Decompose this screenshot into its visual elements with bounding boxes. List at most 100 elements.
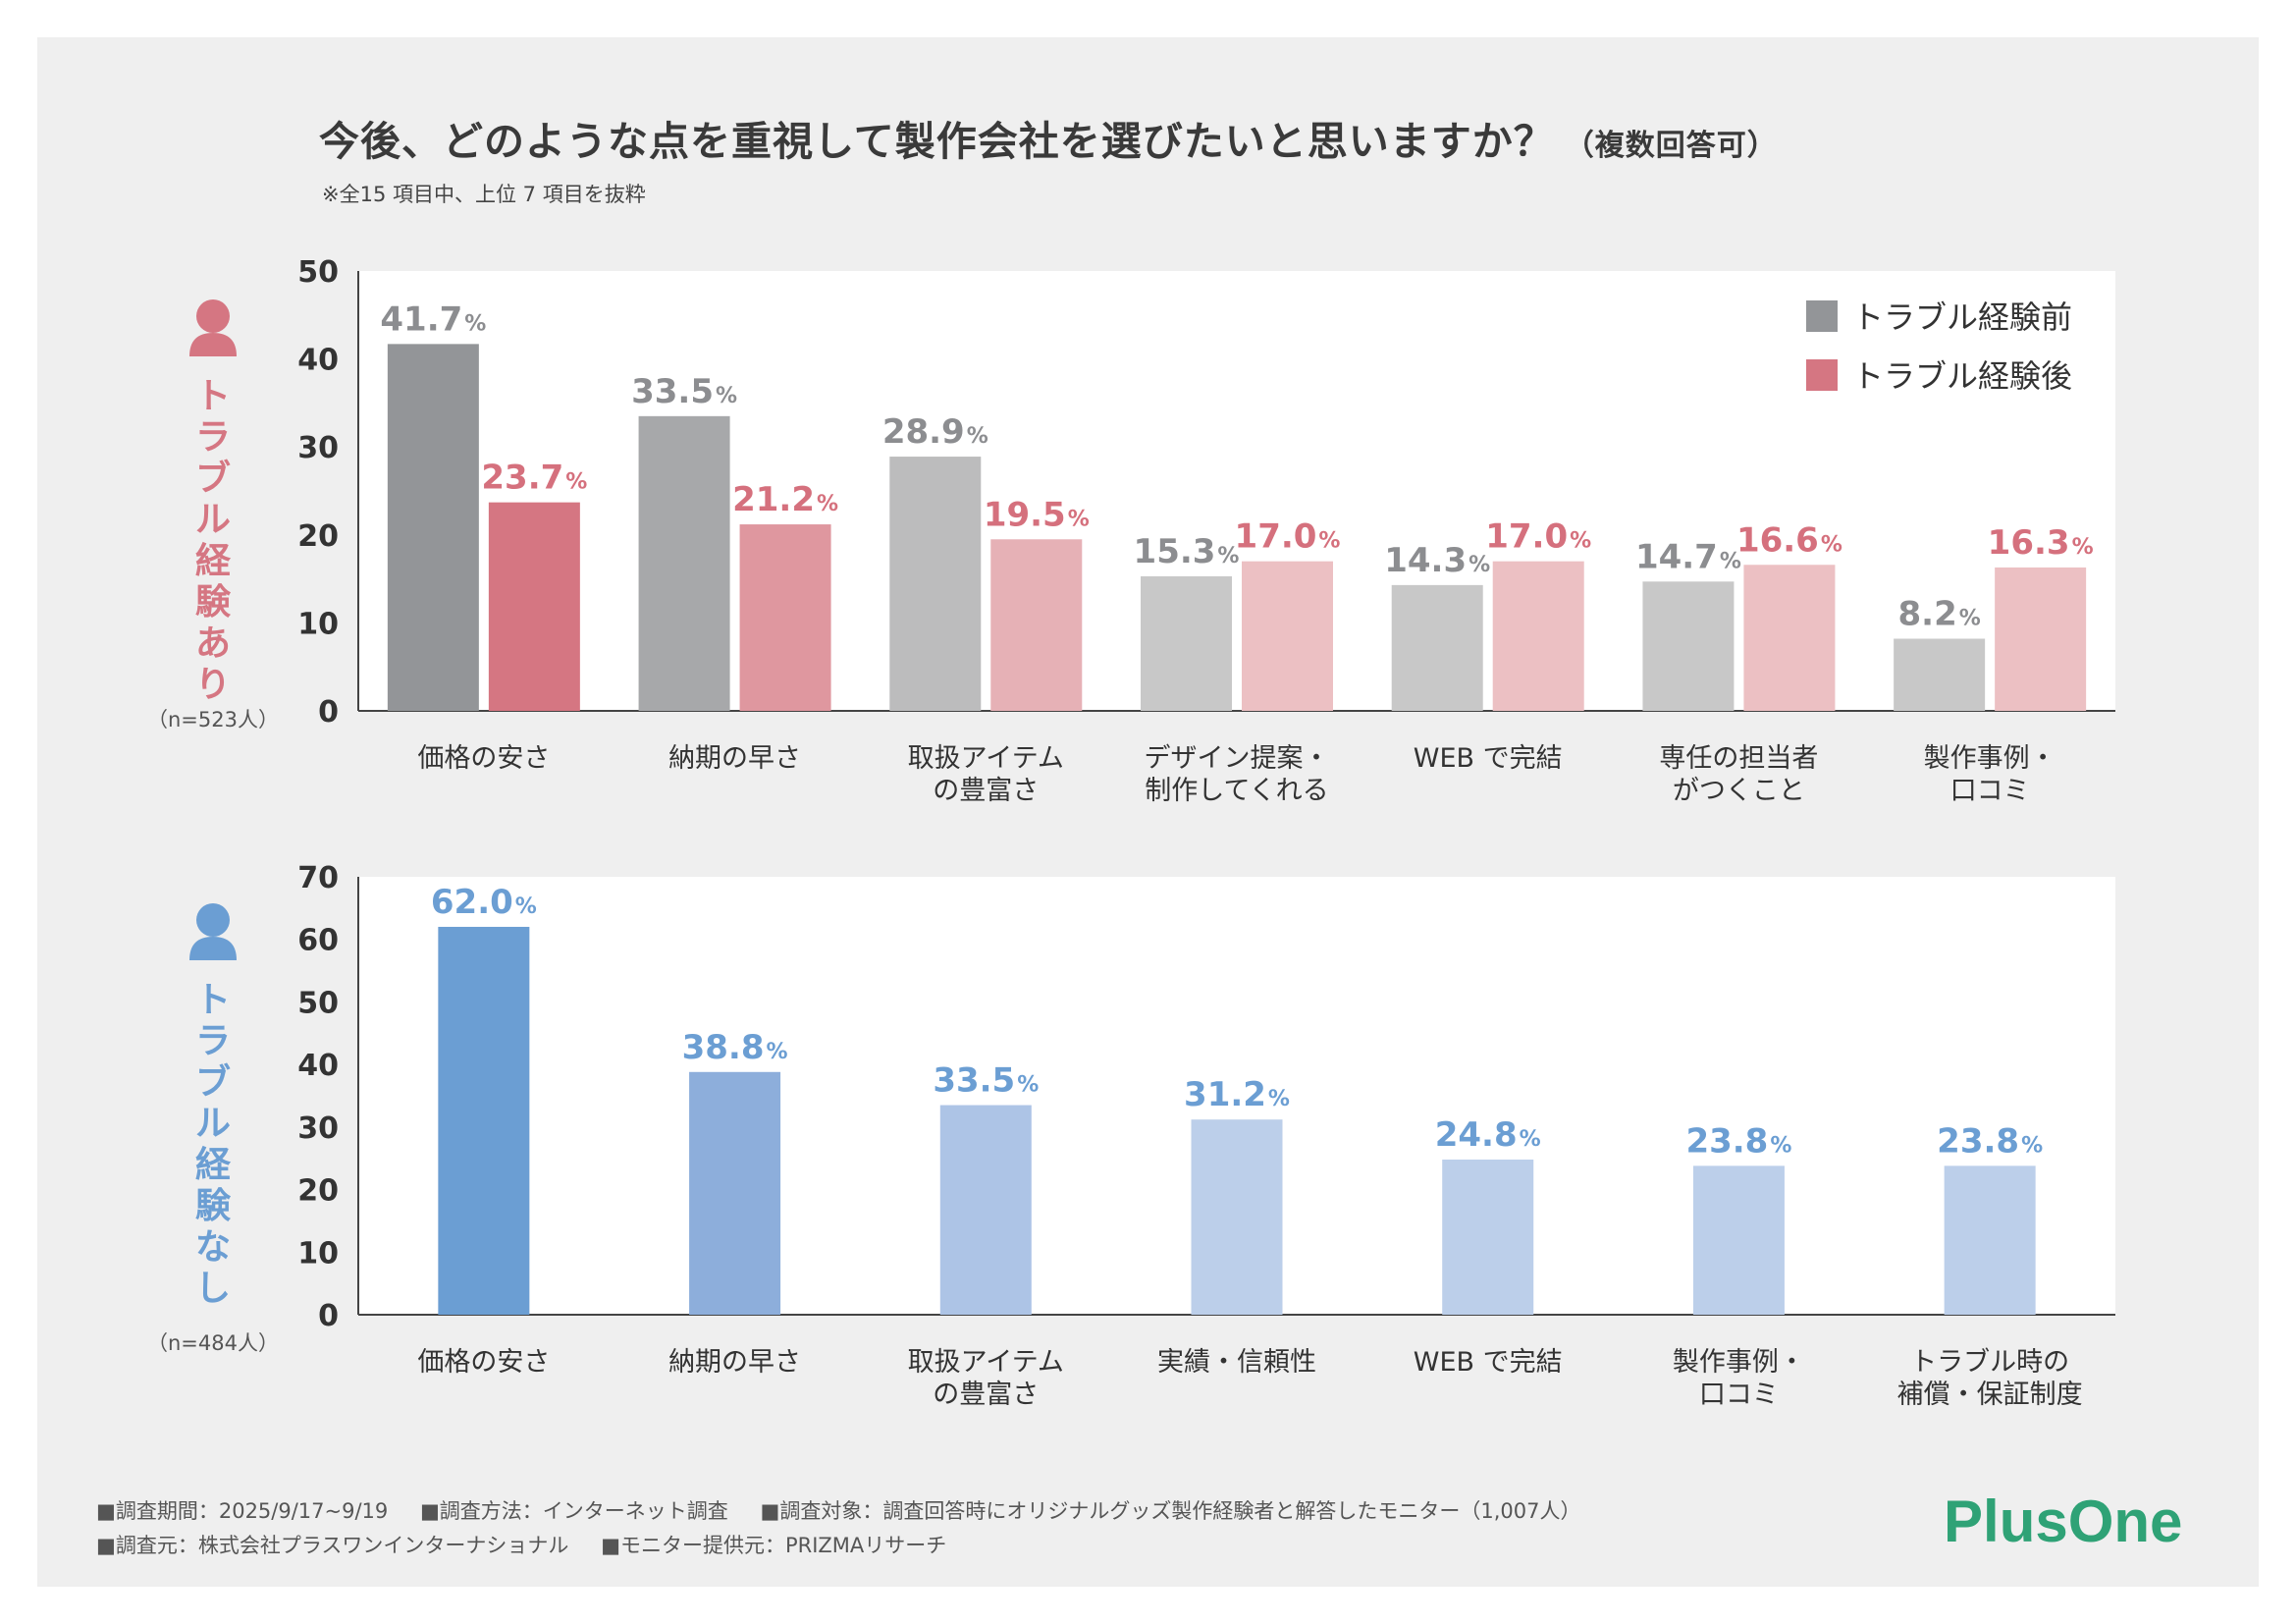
bar <box>1391 584 1483 711</box>
y-tick-label: 50 <box>297 986 339 1020</box>
group-label-char: し <box>195 1269 231 1309</box>
data-label: 17.0% <box>1235 517 1341 557</box>
bar <box>889 457 982 711</box>
chart-with-trouble: 0 10 20 30 40 50 41.7% 23.7% 価格の安さ 33.5% 21.2% 納期の早… <box>147 255 2115 806</box>
y-tick-label: 30 <box>297 1111 339 1146</box>
data-label: 33.5% <box>631 372 737 411</box>
bar <box>1442 1159 1534 1315</box>
sample-size-label: （n=484人） <box>147 1331 279 1355</box>
y-tick-label: 50 <box>297 255 339 290</box>
bar <box>387 344 479 711</box>
category-label: 納期の早さ <box>668 743 801 774</box>
group-label-char: 経 <box>195 541 232 581</box>
category-label: 口コミ <box>1950 776 2030 806</box>
person-icon <box>189 903 237 960</box>
footer-monitor-provider: ■モニター提供元：PRIZMAリサーチ <box>601 1534 947 1557</box>
category-label: 制作してくれる <box>1145 776 1328 806</box>
group-label-char: 経 <box>195 1145 232 1185</box>
legend-label: トラブル経験後 <box>1852 357 2072 395</box>
group-label-char: ル <box>195 1104 231 1144</box>
data-label: 38.8% <box>682 1028 788 1067</box>
data-label: 33.5% <box>933 1061 1039 1101</box>
group-label-char: ル <box>195 500 231 540</box>
bar <box>438 926 530 1315</box>
bar <box>1894 638 1986 711</box>
bar <box>739 524 831 711</box>
y-tick-label: 60 <box>297 924 339 958</box>
plot-area <box>358 271 2115 711</box>
y-tick-label: 0 <box>318 695 339 730</box>
group-label-char: ト <box>195 980 231 1020</box>
category-label: 価格の安さ <box>417 743 550 774</box>
group-label-char: ブ <box>195 1061 231 1103</box>
category-label: 口コミ <box>1699 1380 1779 1410</box>
chart-note: ※全15 項目中、上位 7 項目を抜粋 <box>322 183 646 206</box>
legend-label: トラブル経験前 <box>1852 298 2072 336</box>
bar <box>1944 1165 2036 1315</box>
group-label-char: 験 <box>195 1186 232 1226</box>
sample-size-label: （n=523人） <box>147 708 279 731</box>
chart-title: 今後、どのような点を重視して製作会社を選びたいと思いますか？ （複数回答可） <box>319 108 1988 167</box>
category-label: 取扱アイテム <box>908 1347 1064 1378</box>
category-label: 専任の担当者 <box>1659 743 1818 774</box>
category-label: 納期の早さ <box>668 1347 801 1378</box>
group-label-char: 験 <box>195 582 232 623</box>
group-label-char: ト <box>195 376 231 416</box>
category-label: 価格の安さ <box>417 1347 550 1378</box>
group-label-char: り <box>195 665 231 705</box>
data-label: 31.2% <box>1184 1075 1290 1114</box>
data-label: 16.6% <box>1736 520 1842 560</box>
bar <box>638 415 730 711</box>
bar <box>1642 581 1735 711</box>
category-label: がつくこと <box>1673 776 1805 806</box>
bar <box>1492 561 1584 711</box>
group-label-char: あ <box>195 623 231 664</box>
data-label: 21.2% <box>732 480 838 519</box>
group-label-char: ブ <box>195 458 231 499</box>
footer-survey-period: ■調査期間：2025/9/17~9/19 <box>96 1499 389 1523</box>
y-tick-label: 0 <box>318 1299 339 1333</box>
bar <box>1141 575 1232 711</box>
data-label: 23.8% <box>1685 1121 1791 1161</box>
category-label: デザイン提案・ <box>1145 743 1330 774</box>
person-icon <box>189 299 237 356</box>
bar <box>1191 1119 1283 1315</box>
bar <box>939 1105 1032 1315</box>
footer-line-1: ■調査期間：2025/9/17~9/19 ■調査方法：インターネット調査 ■調査… <box>96 1495 1606 1525</box>
data-label: 19.5% <box>984 495 1090 534</box>
category-label: トラブル時の <box>1910 1347 2069 1378</box>
title-main: 今後、どのような点を重視して製作会社を選びたいと思いますか？ <box>319 118 1555 165</box>
category-label: 補償・保証制度 <box>1897 1380 2083 1410</box>
title-suffix: （複数回答可） <box>1564 129 1778 163</box>
data-label: 24.8% <box>1435 1115 1541 1155</box>
data-label: 23.7% <box>481 459 587 498</box>
bar <box>1743 565 1836 711</box>
bar <box>1692 1165 1785 1315</box>
data-label: 14.7% <box>1635 537 1741 576</box>
y-tick-label: 30 <box>297 431 339 465</box>
group-label-char: な <box>195 1227 231 1268</box>
data-label: 28.9% <box>882 412 988 452</box>
bar <box>1995 567 2087 711</box>
data-label: 15.3% <box>1134 532 1240 571</box>
plusone-logo: PlusOne <box>1944 1489 2182 1554</box>
data-label: 8.2% <box>1898 595 1981 634</box>
data-label: 62.0% <box>431 883 537 922</box>
data-label: 41.7% <box>380 299 486 339</box>
y-tick-label: 10 <box>297 1236 339 1271</box>
legend-swatch <box>1806 359 1838 391</box>
category-label: 取扱アイテム <box>908 743 1064 774</box>
category-label: WEB で完結 <box>1414 1347 1563 1378</box>
data-label: 14.3% <box>1384 541 1490 580</box>
data-label: 23.8% <box>1937 1121 2043 1161</box>
bar <box>689 1071 781 1315</box>
group-label-char: ラ <box>195 417 231 458</box>
category-label: の豊富さ <box>933 776 1039 806</box>
y-tick-label: 10 <box>297 607 339 641</box>
y-tick-label: 20 <box>297 1174 339 1209</box>
data-label: 17.0% <box>1485 517 1591 557</box>
category-label: 実績・信頼性 <box>1157 1347 1316 1378</box>
category-label: WEB で完結 <box>1414 743 1563 774</box>
chart-without-trouble: 0 10 20 30 40 50 60 70 62.0% 価格の安さ 38.8% 納期の早さ 33.5%… <box>147 861 2115 1410</box>
